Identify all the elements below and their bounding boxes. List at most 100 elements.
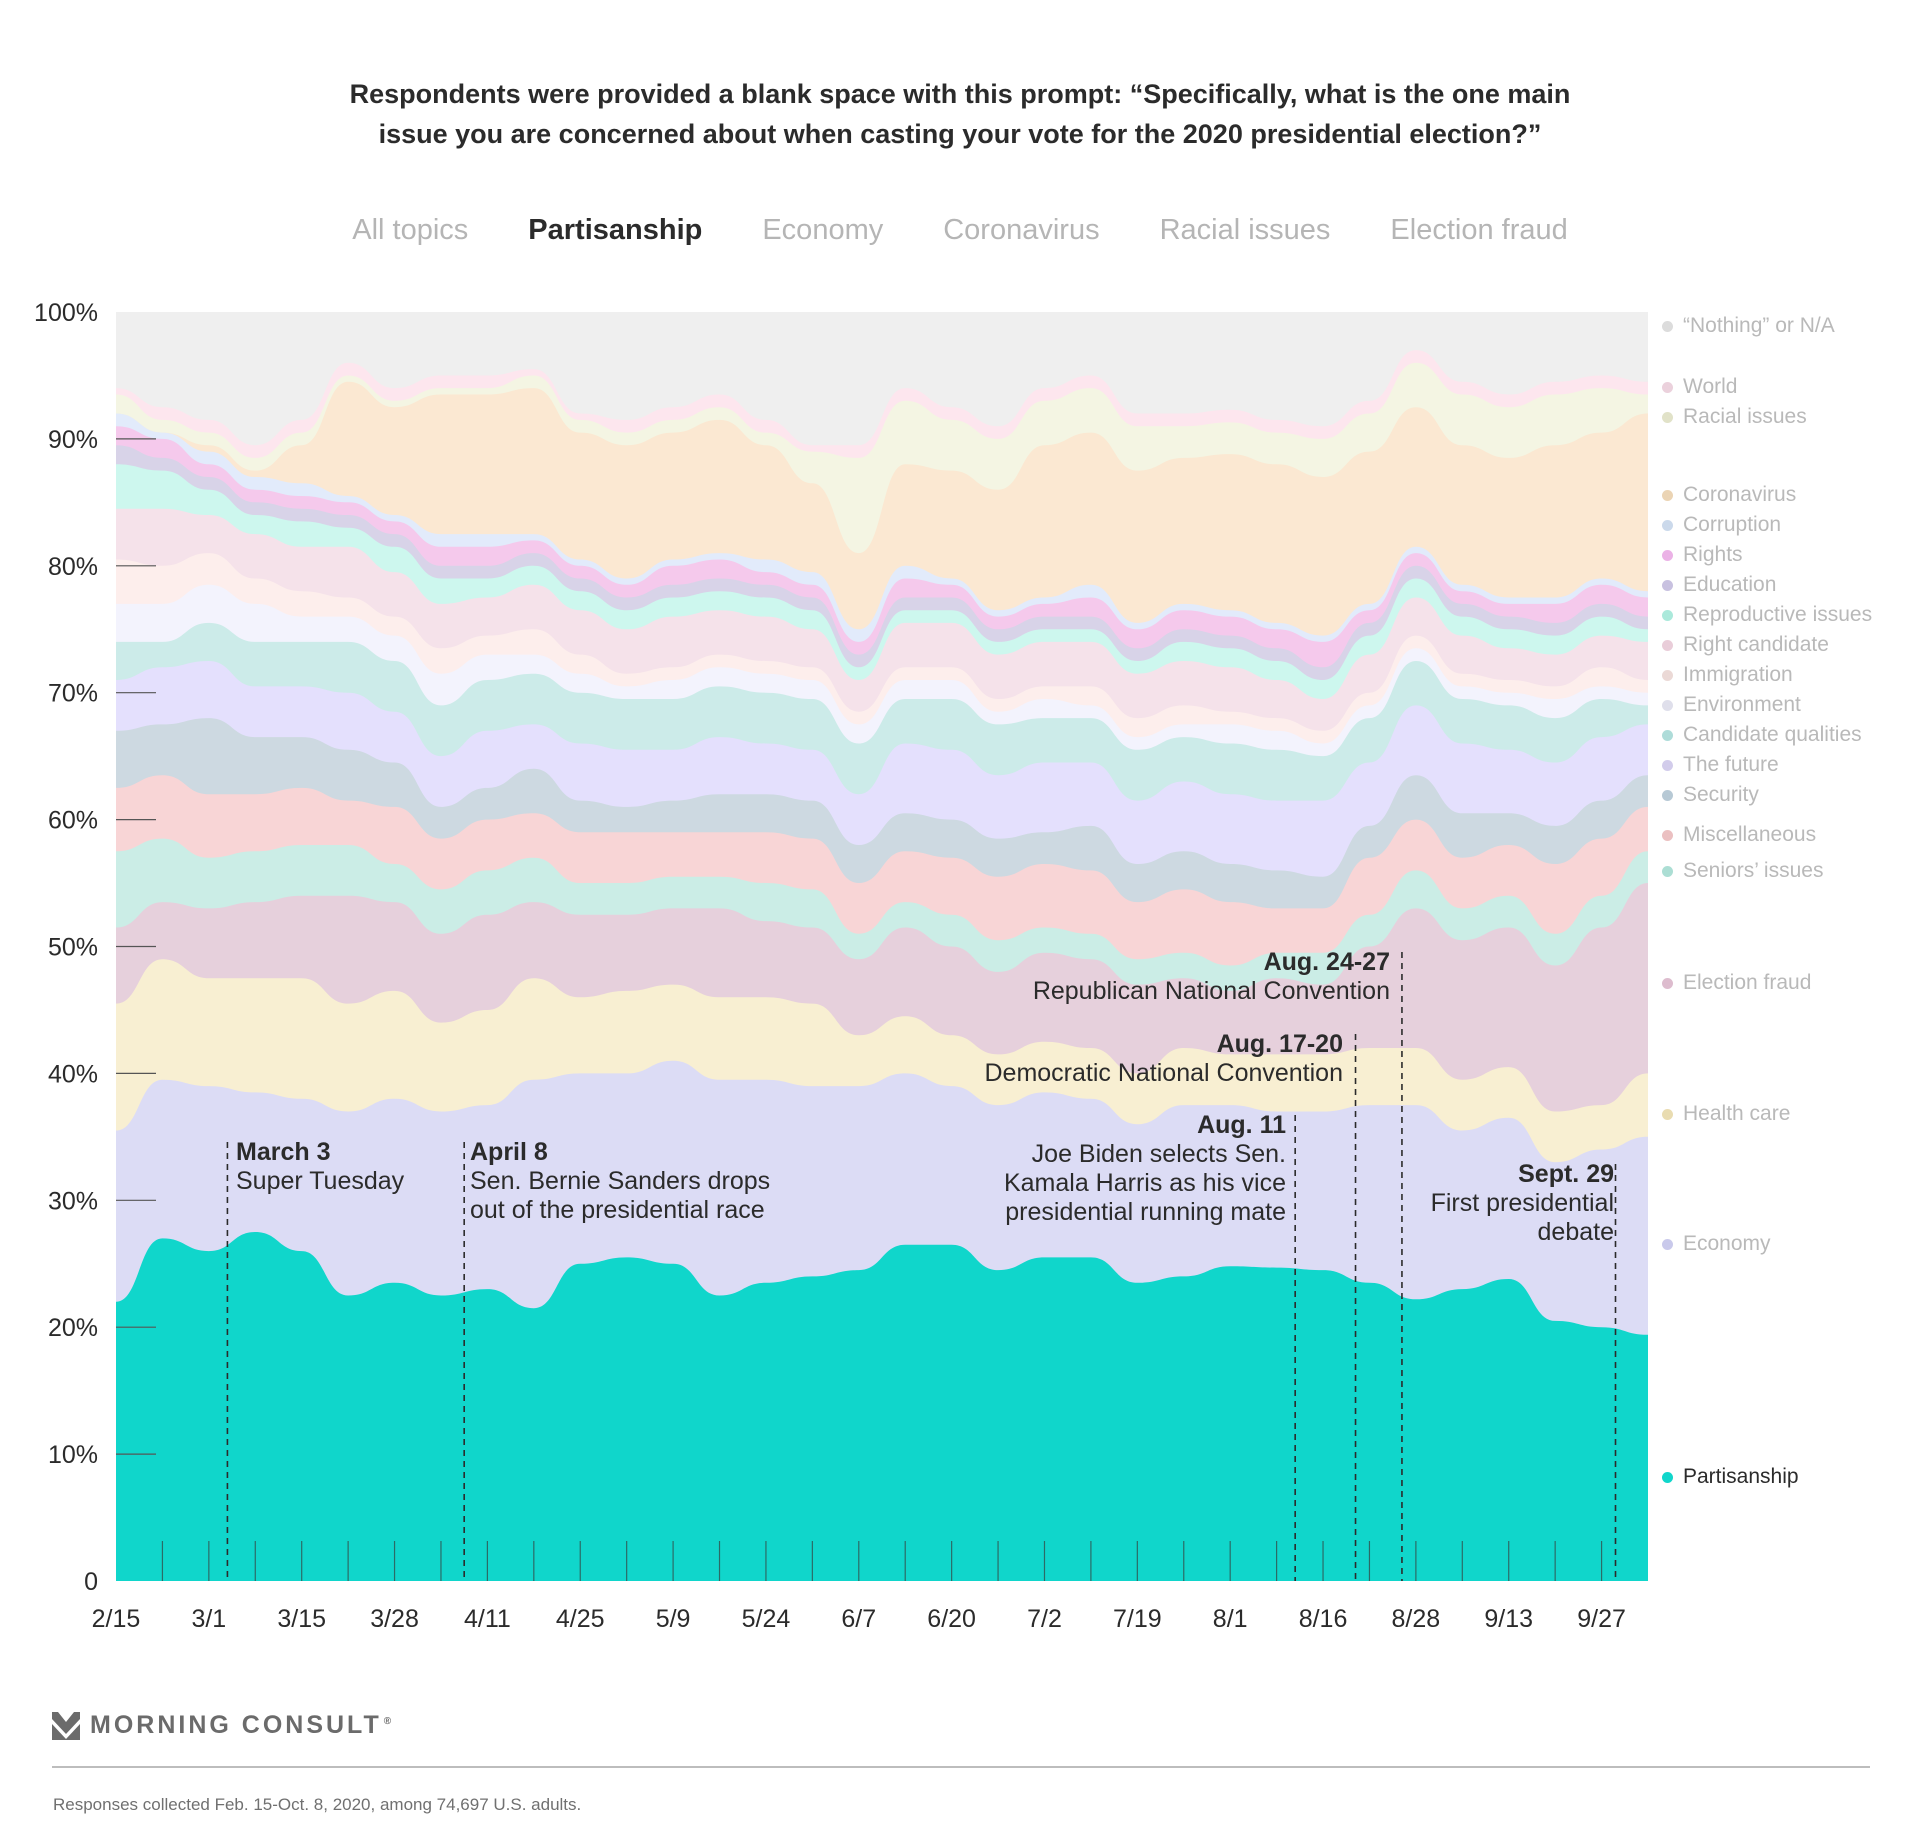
legend-dot-icon [1662, 789, 1673, 801]
annotation-date: March 3 [236, 1138, 331, 1166]
annotation-text: debate [1537, 1218, 1614, 1246]
y-tick-label: 50% [48, 934, 98, 962]
legend-dot-icon [1662, 519, 1673, 531]
annotation-date: April 8 [470, 1138, 548, 1166]
legend-label: World [1683, 375, 1738, 398]
legend-item-reproductive-issues[interactable]: Reproductive issues [1662, 603, 1872, 627]
legend-dot-icon [1662, 381, 1673, 393]
legend-label: Corruption [1683, 513, 1782, 536]
legend-label: Right candidate [1683, 633, 1829, 656]
annotation-super-tuesday: March 3 Super Tuesday [236, 1138, 404, 1196]
x-tick-label: 4/25 [556, 1605, 605, 1633]
legend-label: Immigration [1683, 663, 1793, 686]
x-tick-label: 8/1 [1213, 1605, 1248, 1633]
footnote: Responses collected Feb. 15-Oct. 8, 2020… [53, 1795, 582, 1814]
legend-item-candidate-qualities[interactable]: Candidate qualities [1662, 723, 1862, 747]
legend-item-right-candidate[interactable]: Right candidate [1662, 633, 1829, 657]
x-tick-label: 2/15 [92, 1605, 141, 1633]
legend-dot-icon [1662, 411, 1673, 423]
legend-item-nothing-or-n-a[interactable]: “Nothing” or N/A [1662, 314, 1835, 338]
legend-dot-icon [1662, 829, 1673, 841]
y-tick-label: 60% [48, 807, 98, 835]
legend-item-health-care[interactable]: Health care [1662, 1102, 1790, 1126]
legend-dot-icon [1662, 729, 1673, 741]
title-line-2: issue you are concerned about when casti… [378, 119, 1542, 149]
legend-label: Coronavirus [1683, 483, 1797, 506]
annotation-text: Democratic National Convention [984, 1059, 1343, 1087]
annotation-harris-vp-pick: Aug. 11 Joe Biden selects Sen. Kamala Ha… [1004, 1111, 1286, 1227]
x-tick-label: 4/11 [464, 1605, 511, 1633]
y-tick-label: 80% [48, 553, 98, 581]
annotation-date: Aug. 17-20 [1216, 1030, 1343, 1058]
legend-item-education[interactable]: Education [1662, 573, 1776, 597]
legend-label: Partisanship [1683, 1465, 1799, 1488]
x-tick-label: 9/27 [1577, 1605, 1626, 1633]
legend-label: Seniors’ issues [1683, 859, 1824, 882]
legend-label: Education [1683, 573, 1777, 596]
legend-item-seniors-issues[interactable]: Seniors’ issues [1662, 859, 1823, 883]
annotation-text: First presidential [1430, 1189, 1614, 1217]
legend-label: Candidate qualities [1683, 723, 1862, 746]
legend-label: Election fraud [1683, 971, 1812, 994]
annotation-date: Aug. 24-27 [1263, 948, 1390, 976]
legend-dot-icon [1662, 759, 1673, 771]
legend-item-immigration[interactable]: Immigration [1662, 663, 1793, 687]
legend-item-security[interactable]: Security [1662, 783, 1759, 807]
legend-item-environment[interactable]: Environment [1662, 693, 1801, 717]
y-tick-label: 100% [34, 299, 98, 327]
legend-item-coronavirus[interactable]: Coronavirus [1662, 483, 1796, 507]
tab-racial-issues[interactable]: Racial issues [1159, 214, 1331, 246]
x-tick-label: 8/28 [1392, 1605, 1441, 1633]
area-partisanship[interactable] [116, 1232, 1648, 1581]
legend-item-economy[interactable]: Economy [1662, 1232, 1771, 1256]
annotation-rnc: Aug. 24-27 Republican National Conventio… [1033, 948, 1390, 1006]
morning-consult-logo-icon [52, 1711, 80, 1740]
legend-label: The future [1683, 753, 1779, 776]
tab-election-fraud[interactable]: Election fraud [1390, 214, 1568, 246]
legend-label: Racial issues [1683, 405, 1807, 428]
annotation-text: Republican National Convention [1032, 977, 1390, 1005]
legend-dot-icon [1662, 1238, 1673, 1250]
legend-label: Security [1683, 783, 1759, 806]
legend-label: Reproductive issues [1683, 603, 1873, 626]
x-tick-label: 7/19 [1113, 1605, 1162, 1633]
annotation-text: out of the presidential race [470, 1196, 765, 1224]
legend-dot-icon [1662, 1108, 1673, 1120]
legend-label: Health care [1683, 1102, 1791, 1125]
annotation-text: Super Tuesday [236, 1167, 405, 1195]
legend-item-partisanship[interactable]: Partisanship [1662, 1465, 1799, 1489]
x-tick-label: 3/1 [191, 1605, 226, 1633]
x-tick-label: 3/15 [277, 1605, 326, 1633]
tab-economy[interactable]: Economy [762, 214, 884, 246]
legend-item-election-fraud[interactable]: Election fraud [1662, 971, 1811, 995]
y-tick-label: 10% [48, 1441, 98, 1469]
tab-all-topics[interactable]: All topics [352, 214, 469, 246]
legend-item-miscellaneous[interactable]: Miscellaneous [1662, 823, 1816, 847]
x-tick-label: 5/9 [656, 1605, 691, 1633]
legend-dot-icon [1662, 699, 1673, 711]
legend-dot-icon [1662, 609, 1673, 621]
x-tick-label: 6/20 [927, 1605, 976, 1633]
legend-item-rights[interactable]: Rights [1662, 543, 1743, 567]
legend-item-racial-issues[interactable]: Racial issues [1662, 405, 1807, 429]
legend-item-world[interactable]: World [1662, 375, 1737, 399]
annotation-text: Joe Biden selects Sen. [1031, 1140, 1286, 1168]
legend-label: Rights [1683, 543, 1743, 566]
legend-dot-icon [1662, 977, 1673, 989]
x-tick-label: 6/7 [841, 1605, 876, 1633]
x-tick-label: 7/2 [1027, 1605, 1062, 1633]
y-tick-label: 70% [48, 680, 98, 708]
tab-coronavirus[interactable]: Coronavirus [943, 214, 1100, 246]
legend-label: Environment [1683, 693, 1801, 716]
topic-tabs: All topics Partisanship Economy Coronavi… [0, 214, 1920, 247]
chart-title: Respondents were provided a blank space … [0, 74, 1920, 154]
legend-item-corruption[interactable]: Corruption [1662, 513, 1781, 537]
legend-item-the-future[interactable]: The future [1662, 753, 1779, 777]
brand-name: MORNING CONSULT ® [90, 1711, 394, 1740]
legend-dot-icon [1662, 639, 1673, 651]
legend-dot-icon [1662, 669, 1673, 681]
legend-dot-icon [1662, 1471, 1673, 1483]
tab-partisanship[interactable]: Partisanship [528, 214, 703, 246]
annotation-text: presidential running mate [1005, 1198, 1286, 1226]
y-tick-label: 90% [48, 426, 98, 454]
